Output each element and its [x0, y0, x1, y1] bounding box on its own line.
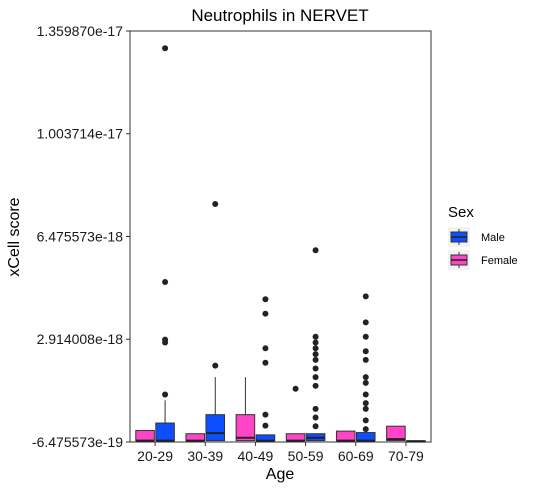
- box: [285, 433, 306, 442]
- chart-title: Neutrophils in NERVET: [191, 6, 368, 25]
- y-tick-label: 2.914008e-18: [37, 331, 124, 347]
- outlier-point: [362, 374, 369, 381]
- outlier-point: [292, 385, 299, 392]
- box: [135, 430, 155, 442]
- outlier-point: [362, 400, 369, 407]
- outlier-point: [312, 356, 319, 363]
- outlier-point: [212, 362, 219, 369]
- legend-title: Sex: [448, 204, 474, 221]
- outlier-point: [162, 391, 169, 398]
- x-tick-label: 60-69: [338, 448, 374, 464]
- outlier-point: [312, 247, 319, 254]
- outlier-point: [362, 379, 369, 386]
- x-tick-label: 20-29: [137, 448, 173, 464]
- outlier-point: [312, 423, 319, 430]
- x-tick-label: 30-39: [187, 448, 223, 464]
- outlier-point: [162, 336, 169, 343]
- x-tick-label: 50-59: [288, 448, 324, 464]
- legend-label: Male: [481, 232, 505, 244]
- y-tick-label: -6.475573e-19: [32, 434, 123, 450]
- box: [155, 422, 175, 442]
- outlier-point: [312, 345, 319, 352]
- y-axis: -6.475573e-19 2.914008e-18 6.475573e-18 1.0…: [32, 23, 130, 450]
- box: [355, 432, 376, 442]
- outlier-point: [262, 345, 269, 352]
- outlier-point: [312, 414, 319, 421]
- outliers-layer: [162, 45, 369, 433]
- outlier-point: [362, 405, 369, 412]
- outlier-point: [312, 382, 319, 389]
- x-axis-title: Age: [266, 466, 295, 483]
- plot-panel: [129, 30, 432, 443]
- outlier-point: [312, 405, 319, 412]
- outlier-point: [312, 333, 319, 340]
- y-tick-label: 1.003714e-17: [37, 126, 124, 142]
- outlier-point: [262, 359, 269, 366]
- legend-label: Female: [481, 255, 518, 267]
- outlier-point: [362, 417, 369, 424]
- outlier-point: [362, 333, 369, 340]
- y-tick-label: 6.475573e-18: [37, 228, 124, 244]
- outlier-point: [162, 45, 169, 52]
- outlier-point: [212, 201, 219, 208]
- y-tick-label: 1.359870e-17: [37, 23, 124, 39]
- outlier-point: [362, 293, 369, 300]
- outlier-point: [312, 351, 319, 358]
- x-tick-label: 70-79: [388, 448, 424, 464]
- box: [185, 433, 206, 442]
- outlier-point: [262, 422, 269, 429]
- x-axis: 20-29 30-39 40-49 50-59 60-69 70-79: [137, 442, 424, 464]
- outlier-point: [262, 296, 269, 303]
- y-axis-title: xCell score: [6, 197, 23, 276]
- outlier-point: [312, 374, 319, 381]
- outlier-point: [362, 426, 369, 433]
- legend: Sex Male Female: [448, 204, 518, 270]
- boxes-layer: [135, 377, 426, 443]
- box: [335, 430, 356, 442]
- outlier-point: [312, 339, 319, 346]
- outlier-point: [312, 365, 319, 372]
- x-tick-label: 40-49: [238, 448, 274, 464]
- outlier-point: [362, 319, 369, 326]
- outlier-point: [262, 310, 269, 317]
- box: [235, 414, 256, 442]
- box: [205, 414, 226, 442]
- outlier-point: [162, 278, 169, 285]
- box: [386, 425, 406, 442]
- outlier-point: [362, 356, 369, 363]
- outlier-point: [262, 411, 269, 418]
- outlier-point: [362, 348, 369, 355]
- outlier-point: [362, 391, 369, 398]
